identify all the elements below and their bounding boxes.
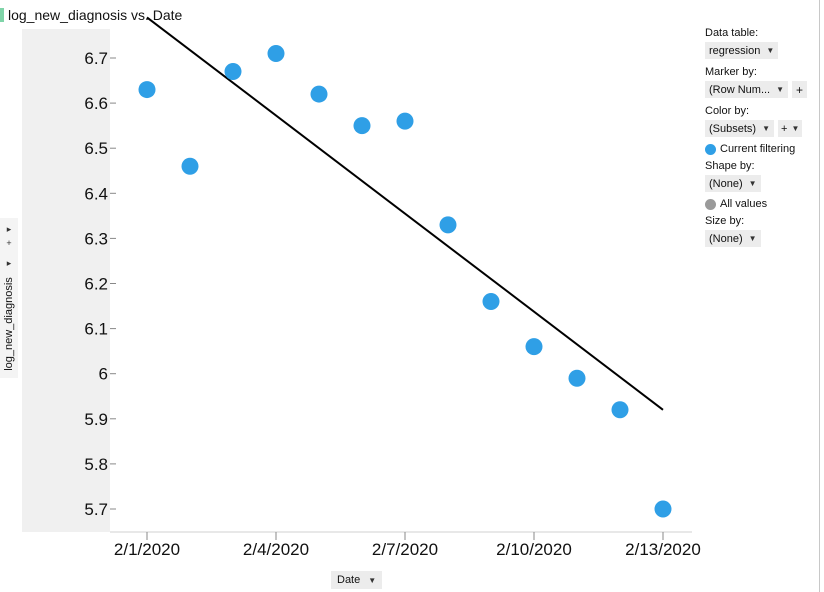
x-tick-label: 2/7/2020 [372, 540, 438, 559]
data-table-dropdown[interactable]: regression ▼ [705, 42, 779, 59]
data-point[interactable] [439, 216, 457, 234]
x-tick-labels: 2/1/2020 2/4/2020 2/7/2020 2/10/2020 2/13/20… [114, 532, 701, 559]
chevron-down-icon: ▼ [791, 124, 800, 133]
chevron-down-icon: ▼ [776, 85, 785, 94]
chevron-down-icon: ▼ [748, 179, 757, 188]
data-point[interactable] [654, 500, 672, 518]
data-point[interactable] [525, 338, 543, 356]
legend-current-label: Current filtering [720, 143, 796, 155]
data-table-label: Data table: [705, 27, 759, 39]
shape-by-dropdown[interactable]: (None) ▼ [705, 175, 761, 192]
add-axis-icon[interactable]: + [6, 238, 12, 248]
chart-title: log_new_diagnosis vs. Date [8, 7, 183, 23]
size-by-label: Size by: [705, 215, 745, 227]
data-point[interactable] [224, 63, 242, 81]
expand-arrow-icon[interactable]: ▸ [6, 224, 12, 234]
marker-by-dropdown[interactable]: (Row Num... ▼ [705, 81, 789, 98]
y-tick-label: 6.6 [84, 94, 108, 113]
size-by-dropdown[interactable]: (None) ▼ [705, 230, 761, 247]
size-by-value: (None) [709, 232, 743, 245]
legend-all-label: All values [720, 198, 768, 210]
y-tick-label: 6.4 [84, 184, 108, 203]
data-point[interactable] [568, 369, 586, 387]
plus-icon: + [781, 122, 788, 135]
shape-by-value: (None) [709, 177, 743, 190]
add-marker-button[interactable]: + [792, 81, 808, 98]
y-tick-label: 6.7 [84, 49, 108, 68]
panel-divider [819, 0, 820, 592]
y-tick-label: 5.9 [84, 410, 108, 429]
axis-menu-arrow-icon[interactable]: ▸ [6, 258, 12, 268]
title-color-marker [0, 8, 4, 22]
regression-line-group [146, 16, 664, 411]
data-point[interactable] [611, 401, 629, 419]
y-axis-area [22, 29, 110, 532]
chevron-down-icon: ▼ [748, 234, 757, 243]
y-tick-labels: 6.7 6.6 6.5 6.4 6.3 6.2 6.1 6 5.9 5.8 5.7 [84, 49, 116, 519]
y-tick-label: 5.7 [84, 500, 108, 519]
data-table-value: regression [709, 44, 761, 57]
data-point[interactable] [138, 81, 156, 99]
data-point[interactable] [181, 157, 199, 175]
chevron-down-icon: ▼ [368, 575, 377, 585]
x-tick-label: 2/10/2020 [496, 540, 572, 559]
legend-panel: Data table: regression ▼ Marker by: (Row… [705, 24, 817, 247]
marker-by-label: Marker by: [705, 66, 757, 78]
legend-all-values[interactable]: All values [705, 198, 817, 210]
x-axis-selector[interactable]: Date ▼ [331, 571, 383, 589]
legend-current-filtering[interactable]: Current filtering [705, 143, 817, 155]
data-point[interactable] [482, 293, 500, 311]
y-tick-label: 6.5 [84, 139, 108, 158]
x-tick-label: 2/4/2020 [243, 540, 309, 559]
x-tick-label: 2/1/2020 [114, 540, 180, 559]
y-tick-label: 6.3 [84, 229, 108, 248]
y-axis-selector[interactable]: ▸ + ▸ [0, 218, 18, 378]
shape-by-label: Shape by: [705, 160, 755, 172]
data-point[interactable] [396, 112, 414, 130]
data-point[interactable] [267, 44, 285, 62]
y-tick-label: 6.2 [84, 275, 108, 294]
color-by-label: Color by: [705, 105, 750, 117]
chart-title-bar: log_new_diagnosis vs. Date [0, 6, 182, 24]
chevron-down-icon: ▼ [766, 46, 775, 55]
regression-line [146, 16, 664, 411]
chevron-down-icon: ▼ [762, 124, 770, 133]
y-tick-label: 6.1 [84, 320, 108, 339]
current-filtering-swatch [705, 143, 716, 155]
data-point[interactable] [353, 117, 371, 135]
marker-by-value: (Row Num... [709, 83, 771, 96]
y-tick-label: 6 [99, 365, 108, 384]
add-color-button[interactable]: + ▼ [778, 120, 803, 137]
all-values-swatch [705, 198, 716, 210]
y-tick-label: 5.8 [84, 455, 108, 474]
x-axis-label: Date [337, 574, 361, 586]
color-by-dropdown[interactable]: (Subsets) ▼ [705, 120, 774, 137]
x-tick-label: 2/13/2020 [625, 540, 701, 559]
data-points [138, 44, 672, 518]
color-by-value: (Subsets) [709, 122, 757, 135]
data-point[interactable] [310, 85, 328, 103]
